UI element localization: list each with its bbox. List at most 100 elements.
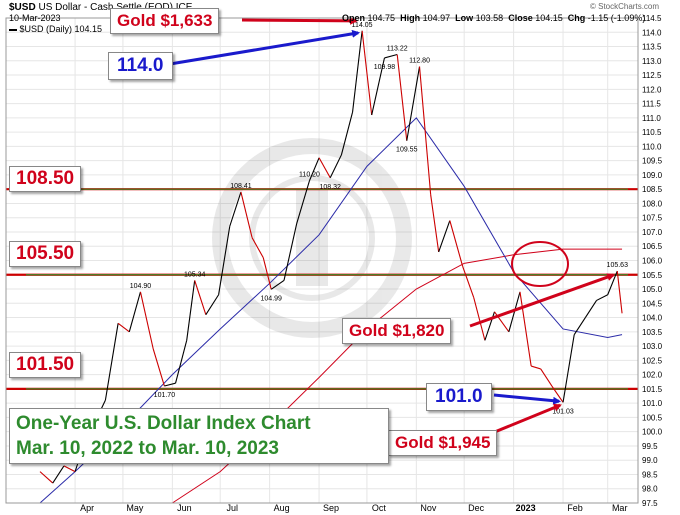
y-tick-label: 113.5	[642, 43, 662, 52]
point-label: 101.03	[552, 408, 574, 415]
price-segment	[531, 365, 541, 370]
y-tick-label: 108.5	[642, 185, 663, 194]
x-tick-label: Aug	[274, 503, 290, 513]
plot-frame	[5, 17, 639, 504]
point-label: 108.41	[230, 183, 252, 190]
y-tick-label: 114.5	[642, 14, 662, 23]
point-label: 108.32	[320, 184, 342, 191]
gold-1820-arrow	[469, 273, 616, 328]
price-segment	[418, 66, 432, 195]
y-tick-label: 105.0	[642, 285, 663, 294]
price-segment	[607, 270, 618, 295]
level-105-50-label: 105.50	[9, 241, 82, 267]
x-tick-label: Oct	[372, 503, 387, 513]
level-114-callout: 114.0	[108, 52, 173, 80]
point-label: 109.98	[374, 64, 396, 71]
y-tick-label: 106.0	[642, 257, 663, 266]
chart-title-line1: One-Year U.S. Dollar Index Chart	[16, 413, 311, 434]
price-segment	[361, 30, 373, 116]
source-credit: © StockCharts.com	[590, 2, 660, 11]
price-segment	[139, 291, 154, 350]
gold-1633-arrow	[241, 16, 359, 25]
price-segment	[270, 280, 285, 290]
chart-title-line2: Mar. 10, 2022 to Mar. 10, 2023	[16, 438, 280, 459]
y-tick-label: 109.0	[642, 171, 663, 180]
x-tick-label: Jun	[177, 503, 192, 513]
gold-1633-callout: Gold $1,633	[110, 8, 220, 34]
price-segment	[396, 54, 408, 141]
x-axis: Apr May Jun Jul Aug Sep Oct Nov Dec 2023 Feb Mar	[80, 503, 627, 513]
callout-arrows	[169, 16, 616, 440]
price-segment	[175, 340, 188, 384]
y-tick-label: 107.5	[642, 214, 663, 223]
y-tick-label: 98.0	[642, 485, 658, 494]
point-label: 113.22	[387, 46, 408, 53]
y-tick-label: 97.5	[642, 499, 658, 508]
price-segment	[164, 382, 176, 387]
level-101-callout: 101.0	[426, 383, 492, 411]
price-segment	[329, 154, 342, 179]
price-segment	[218, 226, 231, 295]
point-label: 104.99	[261, 295, 283, 302]
price-segment	[340, 112, 354, 156]
price-segment	[462, 266, 475, 298]
x-tick-label: Feb	[567, 503, 583, 513]
y-tick-label: 112.5	[642, 71, 662, 80]
x-tick-label: Sep	[323, 503, 339, 513]
point-label: 101.70	[154, 392, 176, 399]
y-tick-label: 101.0	[642, 399, 663, 408]
price-segment	[52, 465, 65, 484]
point-label: 104.90	[130, 283, 152, 290]
y-tick-label: 105.5	[642, 271, 663, 280]
crossover-circle	[511, 241, 569, 287]
y-tick-label: 109.5	[642, 157, 663, 166]
x-tick-label: May	[126, 503, 144, 513]
price-segment	[371, 57, 385, 116]
level-101-50-label: 101.50	[9, 352, 82, 378]
price-segment	[562, 334, 575, 403]
y-tick-label: 108.0	[642, 199, 663, 208]
header-date: 10-Mar-2023	[9, 13, 61, 23]
y-tick-label: 106.5	[642, 242, 663, 251]
y-tick-label: 110.0	[642, 142, 662, 151]
price-segment	[63, 465, 76, 473]
price-segment	[186, 280, 196, 341]
price-segment	[262, 257, 272, 290]
price-segment	[240, 191, 253, 238]
y-tick-label: 114.0	[642, 28, 662, 37]
level-101-arrow	[493, 393, 562, 405]
level-114-arrow	[169, 29, 361, 66]
price-segment	[152, 348, 165, 387]
y-tick-label: 102.5	[642, 356, 663, 365]
price-segment	[117, 322, 130, 333]
ohlc-readout: Open 104.75 High 104.97 Low 103.58 Close…	[342, 13, 646, 23]
y-tick-label: 103.0	[642, 342, 663, 351]
y-tick-label: 100.5	[642, 413, 663, 422]
price-segment	[596, 294, 608, 301]
price-segment	[296, 180, 311, 224]
price-segment	[352, 30, 363, 113]
price-segment	[384, 53, 398, 59]
price-segment	[484, 311, 496, 341]
x-tick-label: 2023	[516, 503, 536, 513]
price-segment	[508, 291, 521, 332]
y-tick-label: 104.0	[642, 314, 663, 323]
x-tick-label: Jul	[226, 503, 238, 513]
price-segment	[519, 291, 532, 367]
gold-1820-callout: Gold $1,820	[342, 318, 452, 344]
level-108-50-label: 108.50	[9, 166, 82, 192]
price-segment	[229, 191, 242, 227]
x-tick-label: Dec	[468, 503, 485, 513]
point-label: 114.05	[352, 22, 373, 29]
point-label: 109.55	[396, 147, 418, 154]
price-segment	[573, 317, 586, 335]
price-segment	[194, 280, 207, 315]
price-segment	[616, 270, 623, 314]
y-tick-label: 99.5	[642, 442, 658, 451]
point-label: 105.63	[607, 262, 629, 269]
price-segment	[104, 323, 119, 401]
gold-1945-callout: Gold $1,945	[388, 430, 498, 456]
support-resistance-lines	[6, 188, 638, 390]
